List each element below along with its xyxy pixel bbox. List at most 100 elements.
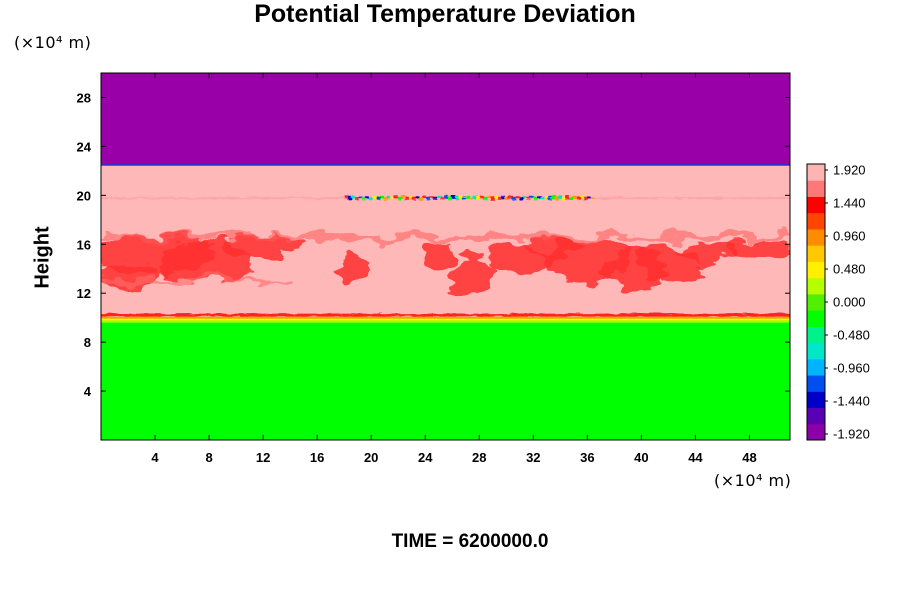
mixed-segment [508,195,513,199]
mixed-segment [569,196,574,200]
mixed-segment [551,195,556,199]
mixed-segment [586,195,592,199]
mixed-segment [358,195,363,199]
colorbar-label: 0.480 [833,262,866,277]
colorbar-swatch [807,180,825,197]
mixed-segment [451,195,456,199]
colorbar-label: 0.960 [833,229,866,244]
mixed-segment [572,195,577,199]
mixed-segment [501,195,506,199]
mixed-segment [437,195,442,199]
colorbar-swatch [807,196,825,214]
x-tick-label: 20 [364,450,378,465]
colorbar-swatch [807,375,825,392]
time-label: TIME = 6200000.0 [391,531,549,552]
colorbar-swatch [807,293,825,311]
mixed-segment [419,196,424,200]
lower-boundary-red [101,313,790,317]
mixed-segment [362,196,367,200]
mixed-segment [536,195,542,199]
y-axis: 4 8 12 16 20 24 28 [77,90,790,399]
colorbar-label: -0.480 [833,328,870,343]
colorbar-label: 0.000 [833,295,866,310]
mixed-segment [387,195,392,199]
mixed-segment [447,196,452,200]
colorbar-swatch [807,407,825,425]
x-tick-label: 24 [418,450,433,465]
colorbar-label: -1.440 [833,394,870,409]
mixed-segment [526,196,531,200]
x-axis-unit: (×10⁴ m) [714,471,792,490]
band-blob [333,257,369,285]
mixed-segment [522,195,527,199]
band-blob [450,254,495,296]
mixed-segment [444,195,449,199]
colorbar-swatch [807,358,825,376]
y-tick-label: 20 [77,188,91,203]
colorbar-label: -0.960 [833,361,870,376]
colorbar: 1.920 1.440 0.960 0.480 0.000 -0.480 -0.960 -1.… [806,163,870,442]
colorbar-swatch [807,164,825,181]
contour-field [101,73,790,440]
plot-frame [100,72,791,441]
mixed-segment [590,196,595,200]
mixed-segment [408,195,413,199]
mixed-segment [483,196,488,200]
mixed-segment [390,196,395,200]
y-tick-label: 16 [77,237,91,252]
mixed-segment [472,195,477,199]
chart-title: Potential Temperature Deviation [254,0,636,28]
x-tick-label: 8 [205,450,212,465]
mixed-segment [404,196,409,200]
lower-boundary-green [101,320,790,323]
x-tick-label: 36 [580,450,594,465]
mixed-segment [465,195,470,199]
x-tick-label: 12 [256,450,270,465]
y-tick-label: 28 [77,90,91,105]
x-tick-label: 4 [151,450,159,465]
y-axis-unit: (×10⁴ m) [14,33,92,52]
lower-boundary-yellow [101,318,790,321]
mixed-segment [365,195,370,199]
mixed-segment [354,196,359,200]
y-tick-label: 12 [77,286,91,301]
mixed-segment [369,196,374,200]
colorbar-label: 1.440 [833,196,866,211]
colorbar-label: 1.920 [833,163,866,178]
x-axis: 4 8 12 16 20 24 28 32 36 40 44 48 [151,73,757,465]
colorbar-swatch [807,423,825,441]
mixed-segment [351,195,356,199]
band-blob [422,240,455,266]
mixed-segment [454,196,459,200]
colorbar-swatch [807,310,825,327]
x-tick-label: 44 [688,450,703,465]
mixed-segment [433,196,438,200]
mixed-segment [558,195,563,199]
mixed-segment [422,195,427,199]
mixed-segment [583,196,588,200]
region-upper [101,73,790,165]
mixed-segment [544,195,549,199]
mixed-segment [462,196,467,200]
mixed-segment [426,196,431,200]
x-tick-label: 40 [634,450,648,465]
mixed-segment [511,196,517,200]
upper-boundary [101,163,790,166]
x-tick-label: 16 [310,450,324,465]
mixed-segment [486,195,492,199]
mixed-segment [458,195,463,199]
mixed-segment [394,195,399,199]
band-blob [526,236,581,257]
mixed-segment [504,196,509,200]
band-blob [722,240,790,258]
mixed-segment [379,195,384,199]
y-tick-label: 24 [77,139,92,154]
mixed-segment [579,195,584,199]
mixed-segment [476,196,481,200]
mixed-segment [440,196,445,200]
band-blob [222,235,304,258]
mixed-segment [561,196,567,200]
colorbar-swatch [807,245,825,262]
mixed-segment [412,196,417,200]
